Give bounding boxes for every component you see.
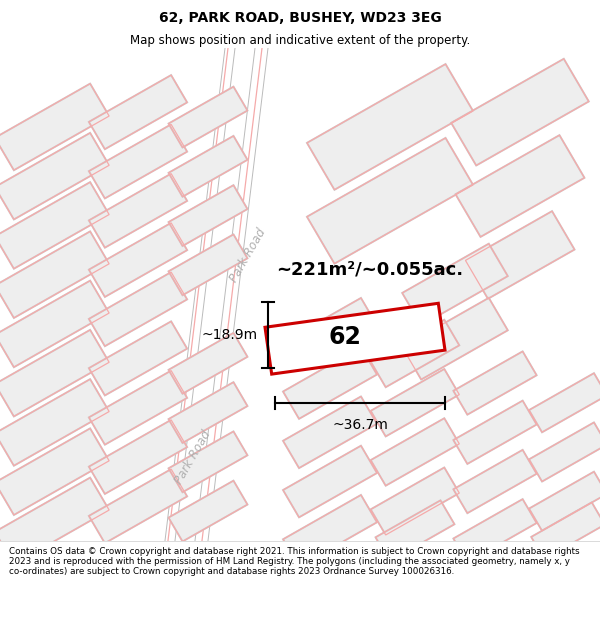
Text: ~18.9m: ~18.9m (202, 328, 258, 342)
Polygon shape (371, 418, 460, 486)
Polygon shape (0, 330, 109, 416)
Text: 62, PARK ROAD, BUSHEY, WD23 3EG: 62, PARK ROAD, BUSHEY, WD23 3EG (158, 11, 442, 24)
Polygon shape (169, 136, 247, 197)
Polygon shape (529, 422, 600, 481)
Polygon shape (454, 351, 536, 414)
Text: ~36.7m: ~36.7m (332, 419, 388, 432)
Polygon shape (283, 446, 377, 518)
Polygon shape (402, 298, 508, 379)
Polygon shape (89, 223, 187, 297)
Polygon shape (0, 231, 109, 318)
Text: Park Road: Park Road (172, 428, 214, 486)
Polygon shape (0, 379, 109, 466)
Polygon shape (89, 420, 187, 494)
Polygon shape (451, 59, 589, 166)
Polygon shape (402, 244, 508, 326)
Polygon shape (89, 75, 187, 149)
Polygon shape (169, 234, 247, 295)
Polygon shape (529, 373, 600, 432)
Polygon shape (89, 469, 187, 543)
Polygon shape (165, 48, 275, 541)
Polygon shape (371, 369, 460, 436)
Polygon shape (169, 333, 247, 394)
Polygon shape (0, 182, 109, 269)
Polygon shape (371, 468, 460, 535)
Polygon shape (0, 428, 109, 515)
Polygon shape (307, 138, 473, 264)
Text: 62: 62 (329, 325, 361, 349)
Polygon shape (89, 321, 187, 396)
Polygon shape (454, 450, 536, 513)
Polygon shape (0, 133, 109, 219)
Polygon shape (169, 431, 247, 492)
Polygon shape (283, 348, 377, 419)
Polygon shape (371, 320, 460, 388)
Polygon shape (531, 503, 600, 559)
Polygon shape (169, 185, 247, 246)
Text: Park Road: Park Road (227, 226, 269, 284)
Polygon shape (307, 64, 473, 190)
Polygon shape (265, 303, 445, 374)
Polygon shape (376, 501, 454, 561)
Polygon shape (169, 481, 247, 541)
Polygon shape (454, 401, 536, 464)
Polygon shape (169, 87, 247, 148)
Text: Contains OS data © Crown copyright and database right 2021. This information is : Contains OS data © Crown copyright and d… (9, 546, 580, 576)
Polygon shape (0, 478, 109, 564)
Polygon shape (89, 174, 187, 248)
Polygon shape (283, 495, 377, 567)
Polygon shape (283, 396, 377, 468)
Polygon shape (455, 135, 584, 237)
Text: Map shows position and indicative extent of the property.: Map shows position and indicative extent… (130, 34, 470, 47)
Polygon shape (169, 382, 247, 443)
Polygon shape (454, 499, 536, 562)
Polygon shape (89, 371, 187, 445)
Polygon shape (283, 298, 377, 369)
Text: ~221m²/~0.055ac.: ~221m²/~0.055ac. (277, 261, 464, 279)
Polygon shape (89, 124, 187, 199)
Polygon shape (466, 211, 575, 299)
Polygon shape (0, 281, 109, 368)
Polygon shape (529, 472, 600, 531)
Polygon shape (0, 84, 109, 170)
Polygon shape (89, 272, 187, 346)
